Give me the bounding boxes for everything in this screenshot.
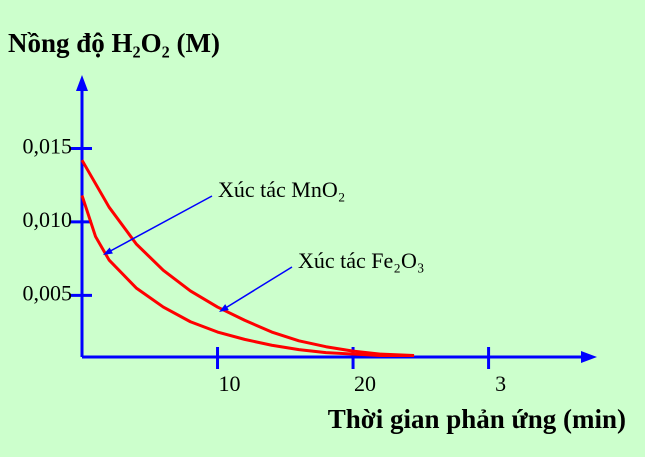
y-tick-label: 0,010 xyxy=(23,207,73,232)
x-axis-arrow xyxy=(581,351,597,363)
annotation-arrowhead xyxy=(219,304,229,312)
x-axis-title: Thời gian phản ứng (min) xyxy=(328,404,626,434)
x-tick-label: 3 xyxy=(495,371,506,396)
annotation-pointer xyxy=(107,195,213,253)
y-axis-arrow xyxy=(76,75,88,91)
series-annotation: Xúc tác Fe₂O₃ xyxy=(298,248,425,273)
x-tick-label: 20 xyxy=(354,371,376,396)
y-tick-label: 0,015 xyxy=(23,133,73,158)
annotation-pointer xyxy=(223,266,293,310)
series-line xyxy=(80,194,415,358)
x-tick-label: 10 xyxy=(219,371,241,396)
annotation-arrowhead xyxy=(103,247,113,255)
series-annotation: Xúc tác MnO₂ xyxy=(218,177,345,202)
y-tick-label: 0,005 xyxy=(23,280,73,305)
series-line xyxy=(80,159,415,358)
y-axis-title: Nồng độ H₂O₂ (M) xyxy=(8,28,220,58)
